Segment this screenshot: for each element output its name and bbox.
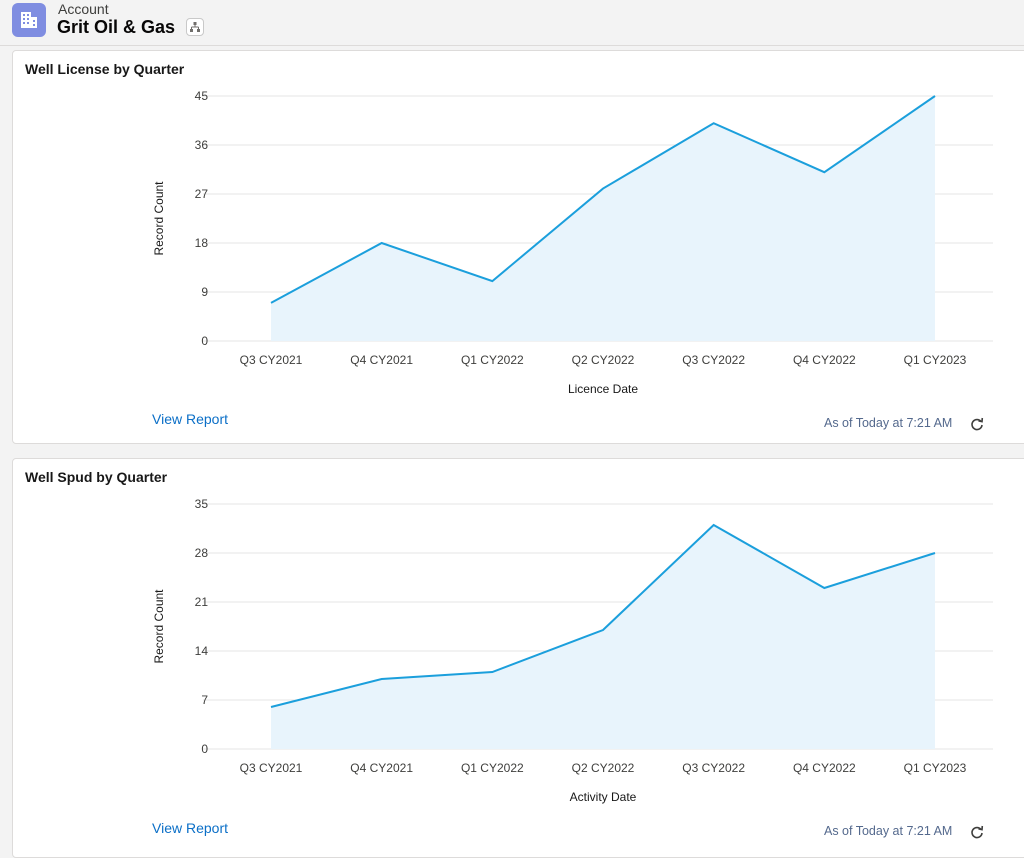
- y-tick-label: 18: [195, 236, 209, 250]
- series-line: [270, 95, 936, 304]
- well-spud-card: Well Spud by Quarter 0 7 14 21 28 35 Q3 CY2021…: [12, 458, 1024, 858]
- record-title: Grit Oil & Gas: [57, 17, 176, 37]
- x-tick-label: Q1 CY2023: [904, 761, 967, 775]
- x-tick-label: Q3 CY2021: [240, 353, 303, 367]
- x-axis-title: Licence Date: [568, 382, 638, 396]
- x-tick-label: Q1 CY2022: [461, 353, 524, 367]
- card-title: Well License by Quarter: [25, 61, 185, 77]
- series-line: [270, 523, 936, 708]
- card-title: Well Spud by Quarter: [25, 469, 168, 485]
- y-axis-title: Record Count: [152, 181, 166, 256]
- series-area: [271, 96, 935, 341]
- y-tick-label: 21: [195, 595, 209, 609]
- y-tick-label: 0: [201, 334, 208, 348]
- y-tick-label: 7: [201, 693, 208, 707]
- y-tick-label: 35: [195, 497, 209, 511]
- view-report-link[interactable]: View Report: [152, 820, 229, 836]
- series-area: [271, 525, 935, 749]
- well-spud-chart: 0 7 14 21 28 35 Q3 CY2021 Q4 CY2021 Q1 CY2022 Q2 …: [152, 497, 993, 804]
- x-tick-label: Q2 CY2022: [572, 761, 635, 775]
- y-tick-label: 9: [201, 285, 208, 299]
- y-tick-label: 28: [195, 546, 209, 560]
- well-license-card: Well License by Quarter 0 9 18 27 36 45 Q3 CY2…: [12, 50, 1024, 444]
- x-tick-label: Q2 CY2022: [572, 353, 635, 367]
- x-tick-label: Q4 CY2022: [793, 353, 856, 367]
- x-tick-label: Q3 CY2022: [682, 353, 745, 367]
- object-type-label: Account: [58, 1, 109, 17]
- x-tick-label: Q4 CY2021: [350, 353, 413, 367]
- y-axis-title: Record Count: [152, 589, 166, 664]
- x-axis-title: Activity Date: [570, 790, 637, 804]
- x-tick-label: Q1 CY2022: [461, 761, 524, 775]
- record-header: Account Grit Oil & Gas: [0, 0, 1024, 46]
- hierarchy-icon: [190, 22, 200, 32]
- well-license-chart: 0 9 18 27 36 45 Q3 CY2021 Q4 CY2021 Q1 CY2022 Q2 …: [152, 89, 993, 396]
- view-hierarchy-button[interactable]: [186, 18, 204, 36]
- y-tick-label: 14: [195, 644, 209, 658]
- x-tick-label: Q3 CY2022: [682, 761, 745, 775]
- x-tick-label: Q1 CY2023: [904, 353, 967, 367]
- refresh-icon[interactable]: [969, 824, 985, 840]
- refresh-icon[interactable]: [969, 416, 985, 432]
- y-tick-label: 36: [195, 138, 209, 152]
- x-tick-label: Q4 CY2021: [350, 761, 413, 775]
- account-building-icon: [12, 3, 46, 37]
- y-tick-label: 27: [195, 187, 209, 201]
- x-tick-label: Q3 CY2021: [240, 761, 303, 775]
- as-of-timestamp: As of Today at 7:21 AM: [824, 824, 953, 838]
- y-tick-label: 0: [201, 742, 208, 756]
- as-of-timestamp: As of Today at 7:21 AM: [824, 416, 953, 430]
- y-tick-label: 45: [195, 89, 209, 103]
- view-report-link[interactable]: View Report: [152, 411, 229, 427]
- x-tick-label: Q4 CY2022: [793, 761, 856, 775]
